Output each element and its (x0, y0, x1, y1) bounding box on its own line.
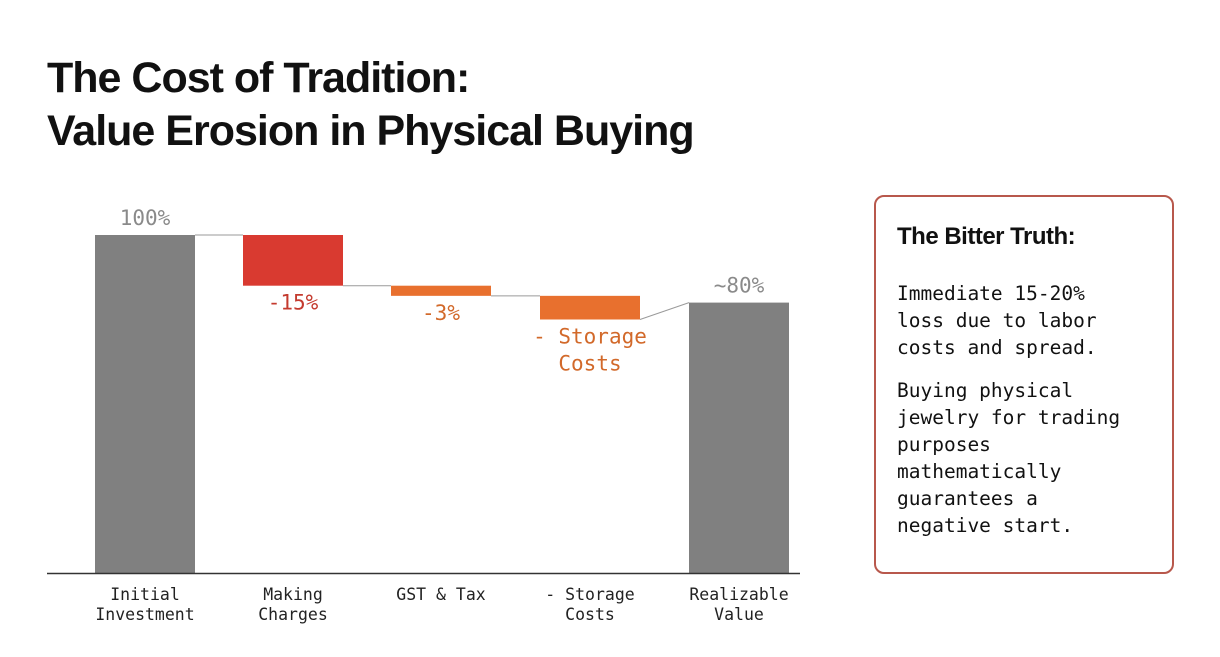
callout-paragraph-1: Immediate 15-20% loss due to labor costs… (897, 282, 1097, 359)
title-line-2: Value Erosion in Physical Buying (47, 107, 695, 155)
bar-0 (95, 235, 195, 573)
slide-title: The Cost of Tradition: Value Erosion in … (47, 52, 695, 158)
data-label-1: -15% (268, 291, 319, 315)
bitter-truth-callout: The Bitter Truth: Immediate 15-20% loss … (874, 195, 1174, 574)
callout-heading: The Bitter Truth: (897, 223, 1076, 250)
bar-2 (391, 285, 491, 296)
data-label-0: 100% (120, 206, 171, 230)
data-label-3: - Storage Costs (533, 325, 647, 376)
data-label-4: ~80% (714, 274, 765, 298)
bar-4 (689, 302, 789, 573)
category-label-4: Realizable Value (689, 585, 788, 624)
title-line-1: The Cost of Tradition: (47, 54, 470, 102)
data-label-2: -3% (422, 301, 460, 325)
callout-paragraph-2: Buying physical jewelry for trading purp… (897, 379, 1121, 537)
category-label-0: Initial Investment (95, 585, 194, 624)
bar-1 (243, 235, 343, 286)
bar-3 (540, 295, 640, 320)
connector-3 (639, 302, 690, 320)
category-label-2: GST & Tax (396, 585, 485, 604)
category-label-1: Making Charges (258, 585, 328, 624)
category-label-3: - Storage Costs (545, 585, 634, 624)
waterfall-chart: 100% -15% -3% - Storage Costs ~80% Initial Inve… (47, 206, 800, 624)
